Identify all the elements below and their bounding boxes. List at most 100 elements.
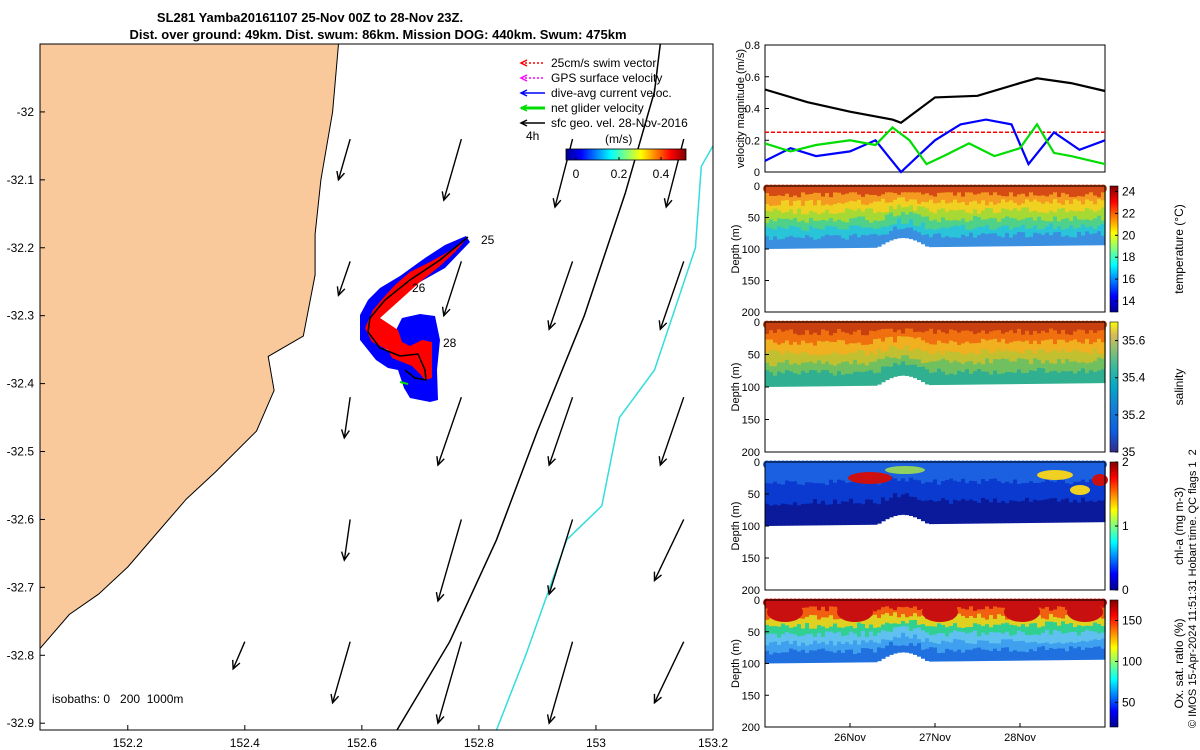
profile-y-tick-label: 200 bbox=[742, 722, 760, 734]
map-x-tick-label: 152.6 bbox=[347, 736, 377, 750]
profile-cell bbox=[1045, 600, 1050, 620]
profile-cell bbox=[885, 322, 890, 338]
map-panel: 152.2 152.4 152.6 152.8 153 153.2 -32-32.1-32… bbox=[7, 43, 728, 750]
profile-cell bbox=[781, 322, 786, 344]
scale-label-4h: 4h bbox=[526, 129, 539, 143]
profile-cell bbox=[1041, 600, 1046, 619]
profile-cell bbox=[993, 462, 998, 499]
geo-velocity-arrow bbox=[336, 261, 351, 297]
profile-cell bbox=[1081, 322, 1086, 344]
profile-cell bbox=[949, 322, 954, 341]
profile-cell bbox=[813, 322, 818, 346]
profile-cell bbox=[837, 462, 842, 480]
geo-velocity-arrow bbox=[340, 519, 351, 562]
geo-velocity-arrow bbox=[547, 396, 574, 467]
profile-cell bbox=[965, 462, 970, 484]
profile-cell bbox=[905, 186, 910, 202]
profile-cell bbox=[777, 462, 782, 484]
profile-cell bbox=[949, 462, 954, 479]
speed-colorbar-tick-1: 0.2 bbox=[611, 167, 628, 181]
profile-cell bbox=[777, 322, 782, 345]
profile-cell bbox=[1081, 462, 1086, 480]
geo-velocity-arrow bbox=[658, 261, 685, 331]
speed-colorbar-gradient bbox=[565, 148, 687, 161]
profile-cell bbox=[813, 462, 818, 484]
profile-cell bbox=[829, 600, 834, 616]
colorbar-label: salinity bbox=[1172, 369, 1186, 406]
profile-cell bbox=[957, 322, 962, 346]
profile-cell bbox=[769, 462, 774, 506]
profile-cell bbox=[1061, 322, 1066, 340]
profile-y-tick-label: 0 bbox=[754, 457, 760, 469]
profile-cell bbox=[825, 322, 830, 341]
profile-cell bbox=[845, 186, 850, 203]
colorbar-tick-label: 2 bbox=[1122, 455, 1129, 469]
profile-cell bbox=[929, 322, 934, 345]
colorbar-tick-label: 0 bbox=[1122, 583, 1129, 597]
profile-cell bbox=[1001, 600, 1006, 616]
legend-label: dive-avg current veloc. bbox=[551, 86, 672, 100]
profile-cell bbox=[1005, 462, 1010, 504]
profile-cell bbox=[961, 322, 966, 344]
map-y-tick-label: -32.3 bbox=[7, 309, 35, 323]
isobaths-label: isobaths: 0 200 1000m bbox=[52, 692, 183, 706]
profile-cell bbox=[793, 462, 798, 503]
profile-cell bbox=[841, 462, 846, 502]
profile-cell bbox=[917, 462, 922, 500]
profile-cell bbox=[817, 186, 822, 201]
profile-cell bbox=[881, 322, 886, 342]
profile-cell bbox=[1037, 462, 1042, 483]
profile-cell bbox=[937, 462, 942, 485]
profile-cell bbox=[965, 322, 970, 342]
profile-cell bbox=[945, 186, 950, 204]
profile-y-tick-label: 0 bbox=[754, 317, 760, 329]
profile-cell bbox=[769, 186, 774, 206]
profile-cell bbox=[989, 462, 994, 503]
colorbar-tick-label: 35.2 bbox=[1122, 408, 1146, 422]
profile-cell bbox=[881, 600, 886, 615]
chla-patch bbox=[1037, 470, 1073, 480]
profile-cell bbox=[1057, 600, 1062, 618]
profile-cell bbox=[853, 186, 858, 202]
profile-cell bbox=[1013, 462, 1018, 480]
map-y-tick-label: -32.2 bbox=[7, 241, 35, 255]
profile-cell bbox=[765, 462, 770, 484]
isobath-1000m bbox=[495, 145, 713, 730]
profile-cell bbox=[805, 462, 810, 483]
profile-cell bbox=[837, 322, 842, 340]
profile-cell bbox=[905, 322, 910, 337]
map-y-tick-label: -32.8 bbox=[7, 648, 35, 662]
profile-y-tick-label: 0 bbox=[754, 595, 760, 607]
profile-cell bbox=[873, 462, 878, 481]
map-x-tick-label: 153 bbox=[586, 736, 606, 750]
track-label-25: 25 bbox=[481, 233, 495, 247]
profile-cell bbox=[881, 462, 886, 482]
legend-entry: dive-avg current veloc. bbox=[519, 86, 672, 100]
profile-cell bbox=[813, 186, 818, 206]
track-green-segment bbox=[399, 381, 409, 385]
profile-cell bbox=[1061, 462, 1066, 500]
profile-cell bbox=[941, 186, 946, 200]
profile-cell bbox=[1101, 462, 1106, 479]
profile-cell bbox=[965, 186, 970, 206]
profile-cell bbox=[973, 462, 978, 482]
profile-cell bbox=[769, 322, 774, 340]
profile-cell bbox=[957, 186, 962, 203]
map-x-tick-label: 153.2 bbox=[698, 736, 728, 750]
map-y-tick-label: -32.1 bbox=[7, 173, 35, 187]
profile-cell bbox=[921, 462, 926, 484]
profile-cell bbox=[825, 186, 830, 205]
colorbar-label: Ox. sat. ratio (%) bbox=[1172, 618, 1186, 708]
glider-track bbox=[360, 236, 470, 402]
profile-cell bbox=[789, 322, 794, 345]
profile-cell bbox=[797, 462, 802, 485]
profile-cell bbox=[829, 462, 834, 505]
profile-cell bbox=[937, 186, 942, 203]
chart-title-line1: SL281 Yamba20161107 25-Nov 00Z to 28-Nov… bbox=[157, 10, 463, 25]
colorbar-tick-label: 18 bbox=[1122, 250, 1136, 264]
geo-velocity-arrow bbox=[653, 519, 685, 583]
profile-cell bbox=[813, 600, 818, 616]
profile-y-tick-label: 150 bbox=[742, 690, 760, 702]
profile-cell bbox=[913, 600, 918, 614]
profile-cell bbox=[981, 462, 986, 498]
